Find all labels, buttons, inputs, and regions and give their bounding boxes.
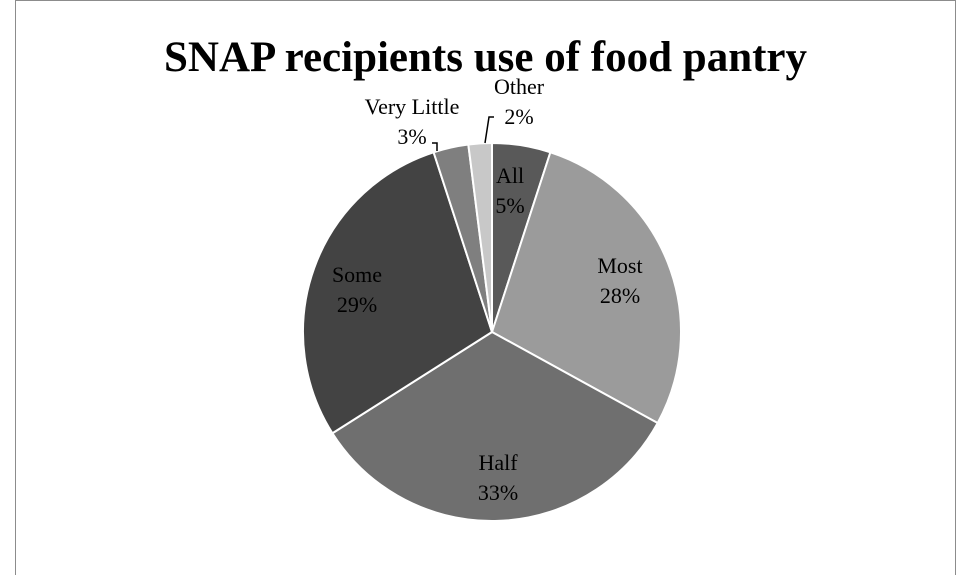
pie-slice-half (331, 330, 659, 522)
leader-line-other (484, 116, 494, 144)
slice-value-very-little: 3% (397, 124, 426, 149)
leader-lines (432, 116, 494, 151)
slice-label-all: All (496, 163, 524, 188)
slice-label-half: Half (478, 450, 518, 475)
slice-labels: All 5% Most 28% Half 33% Some 29% Very Little 3% O… (332, 74, 643, 505)
pie-slices (302, 141, 682, 522)
slice-value-all: 5% (495, 193, 524, 218)
slice-value-some: 29% (337, 292, 377, 317)
pie-slice-most (490, 150, 682, 425)
slice-label-other: Other (494, 74, 545, 99)
slice-label-most: Most (597, 253, 642, 278)
slice-label-some: Some (332, 262, 382, 287)
pie-slice-some (302, 150, 494, 435)
slice-value-other: 2% (504, 104, 533, 129)
pie-slice-other (467, 141, 493, 333)
slice-value-half: 33% (478, 480, 518, 505)
slice-label-very-little: Very Little (365, 94, 460, 119)
leader-line-very-little (432, 142, 438, 151)
slice-value-most: 28% (600, 283, 640, 308)
chart-title: SNAP recipients use of food pantry (163, 34, 808, 81)
